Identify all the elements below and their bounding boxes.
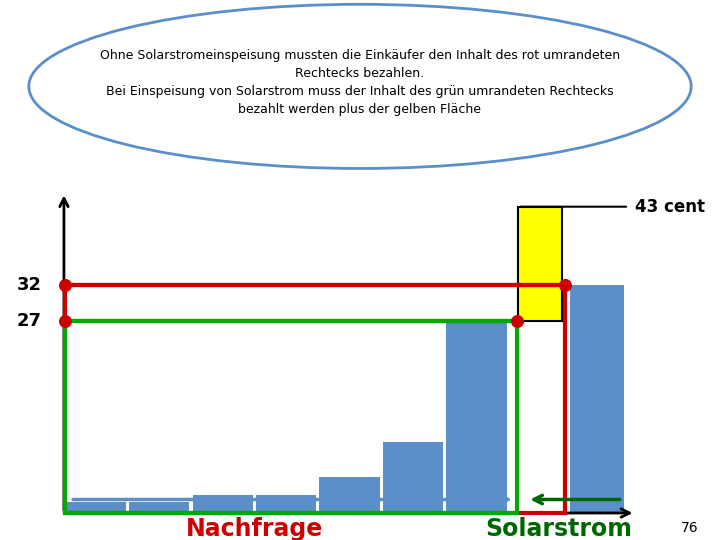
Text: 27: 27 [17, 312, 42, 329]
Text: Solarstrom: Solarstrom [485, 517, 633, 540]
Bar [518, 207, 562, 321]
Point [510, 316, 522, 325]
Bar [256, 495, 316, 513]
Point [60, 281, 71, 289]
Bar [129, 502, 189, 513]
Text: 76: 76 [681, 521, 698, 535]
Bar [192, 495, 253, 513]
Bar [66, 321, 516, 513]
Bar [383, 442, 444, 513]
Bar [570, 285, 624, 513]
Text: Ohne Solarstromeinspeisung mussten die Einkäufer den Inhalt des rot umrandeten
R: Ohne Solarstromeinspeisung mussten die E… [100, 50, 620, 117]
Bar [320, 477, 379, 513]
Bar [66, 502, 126, 513]
Point [559, 281, 571, 289]
Bar [66, 285, 565, 513]
Text: Nachfrage: Nachfrage [186, 517, 323, 540]
Text: 32: 32 [17, 276, 42, 294]
Text: 43 cent: 43 cent [635, 198, 706, 215]
Point [60, 316, 71, 325]
Bar [446, 321, 507, 513]
